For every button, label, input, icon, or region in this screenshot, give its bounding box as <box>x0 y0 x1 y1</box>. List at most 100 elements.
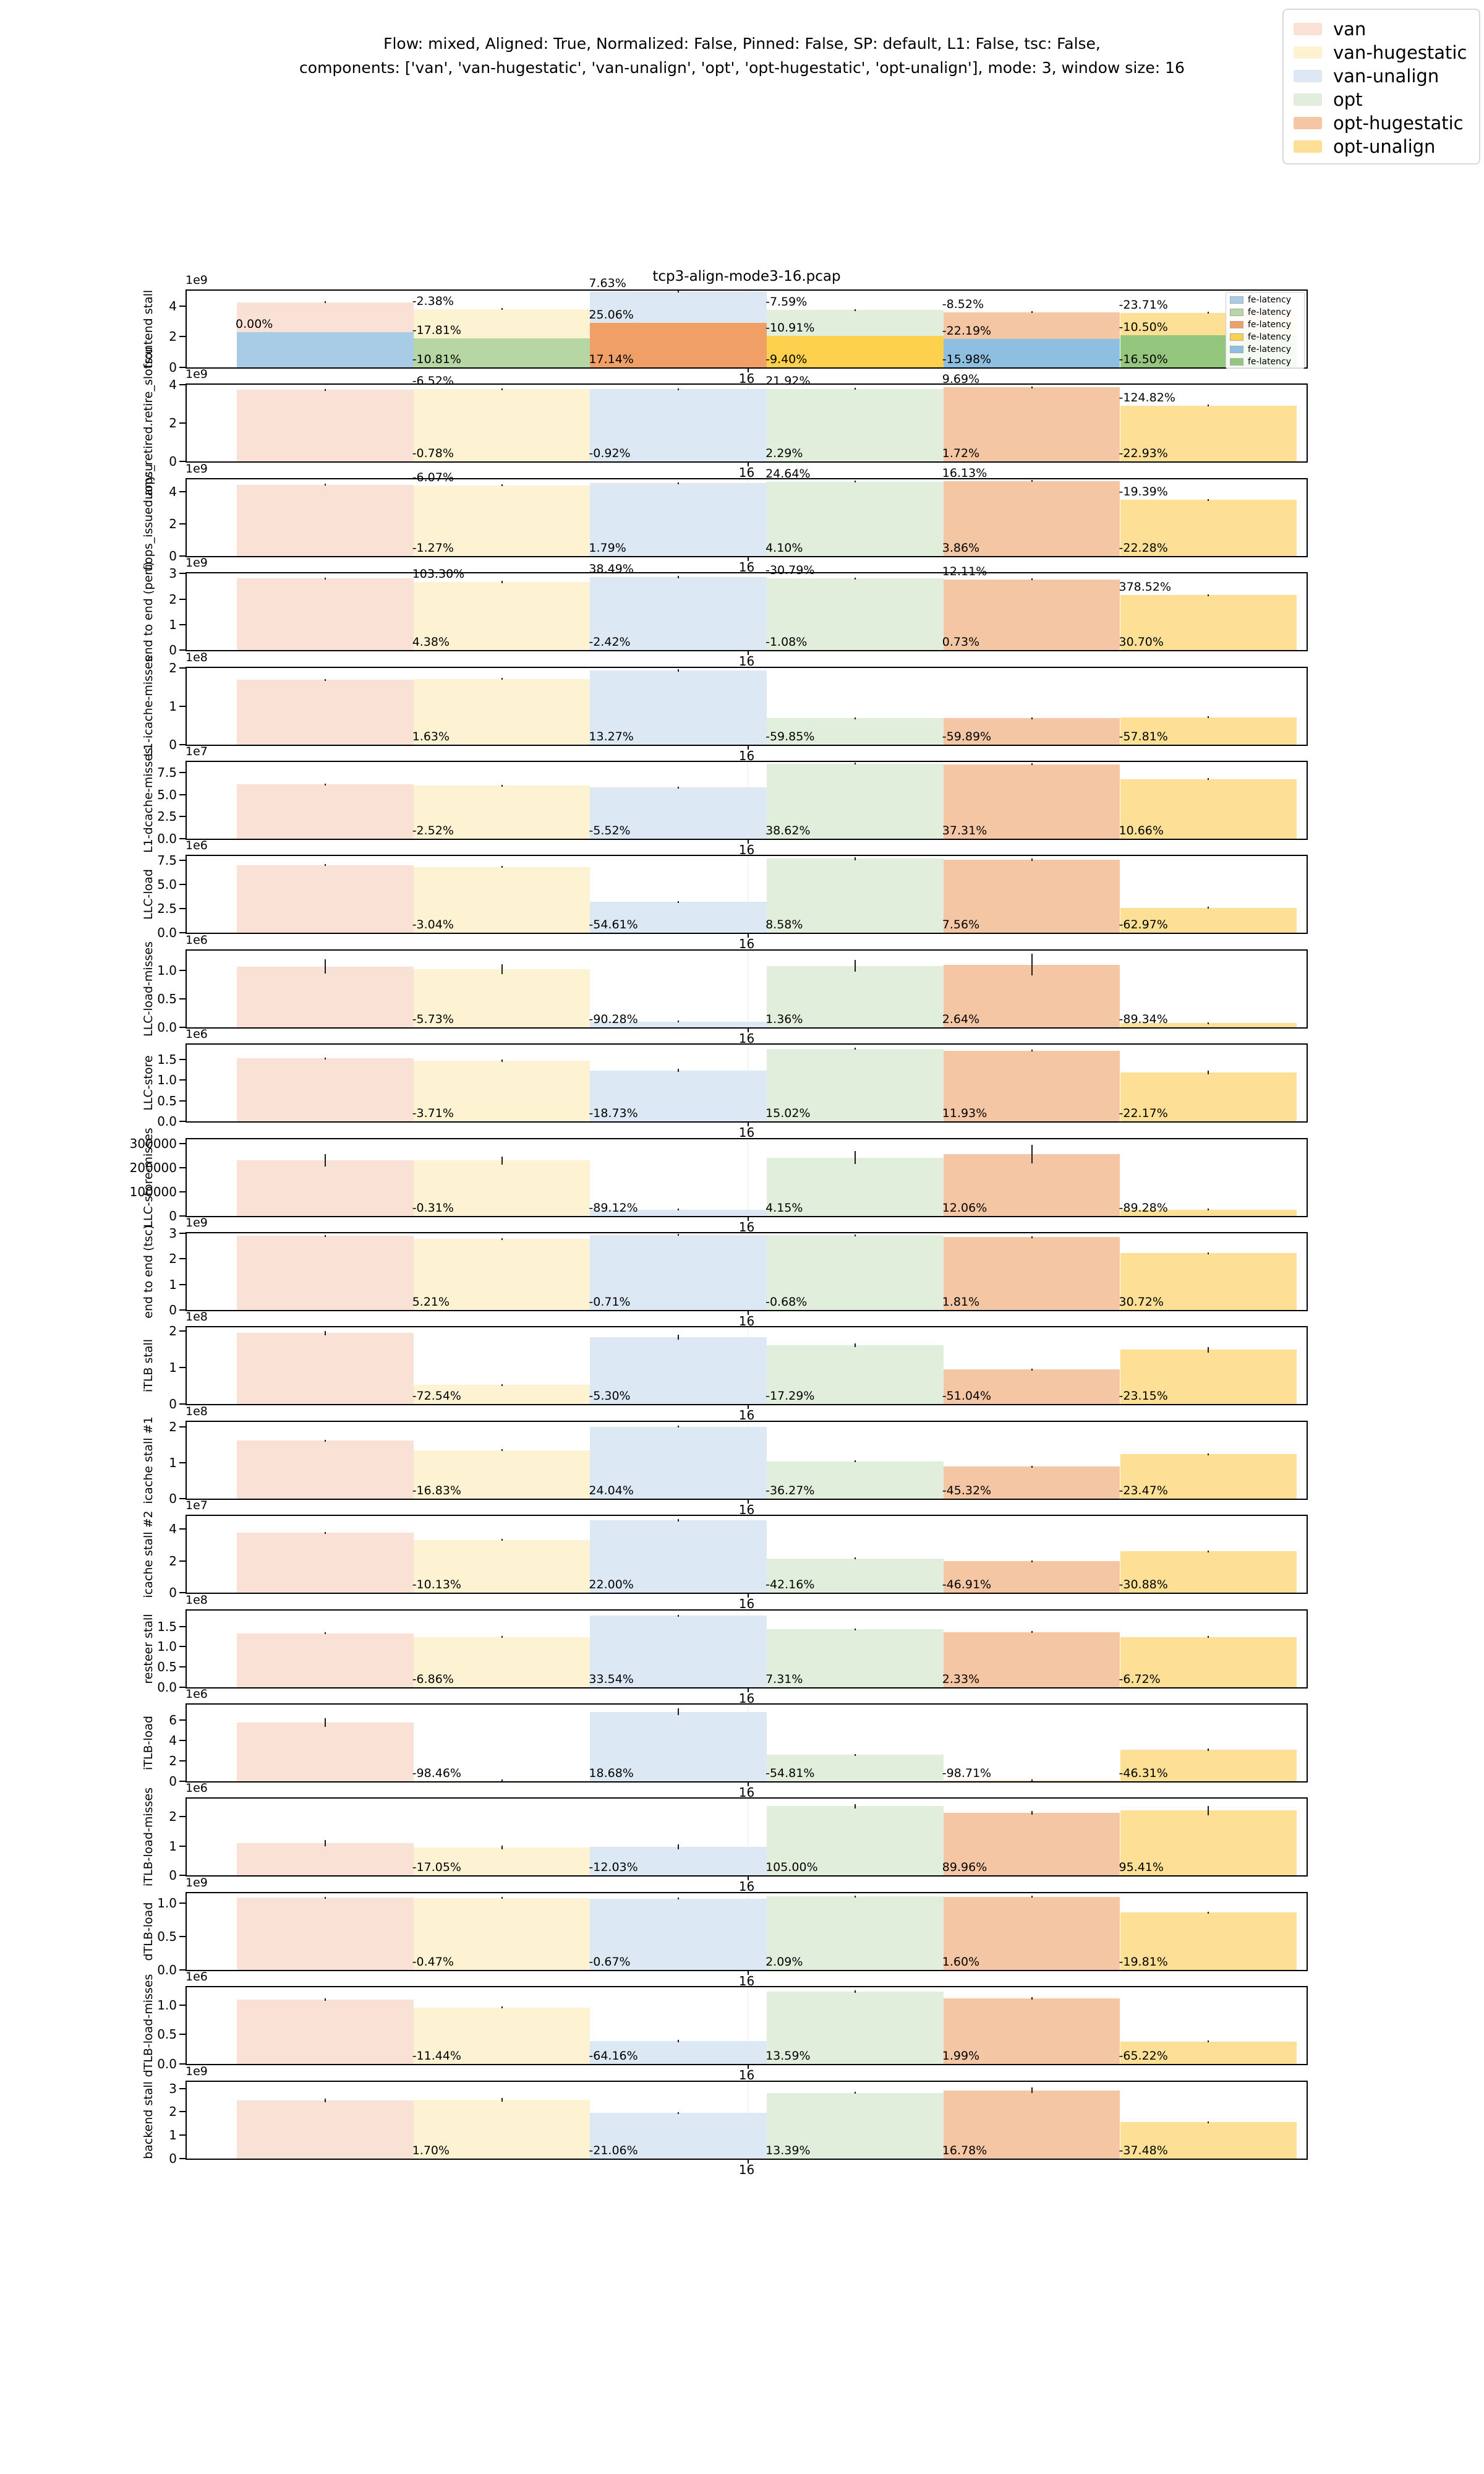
error-bar <box>678 2040 680 2042</box>
annotation: 9.69% <box>942 372 980 387</box>
annotation: -57.81% <box>1119 729 1168 743</box>
annotation: -22.28% <box>1119 541 1168 555</box>
legend-label: opt-unalign <box>1333 136 1436 157</box>
error-bar <box>678 290 680 293</box>
x-tick-label: 16 <box>738 1408 755 1423</box>
bar-opt-hugestatic <box>943 1466 1120 1499</box>
bar-opt-hugestatic <box>943 481 1120 556</box>
legend-swatch-van <box>1294 23 1322 35</box>
annotation: -19.39% <box>1119 485 1168 499</box>
y-tick <box>179 1215 186 1217</box>
fe-latency-legend: fe-latency fe-latency fe-latency fe-latency… <box>1226 292 1305 369</box>
annotation: -17.81% <box>412 323 461 337</box>
error-bar <box>854 481 856 483</box>
bar-opt-unalign <box>1120 1023 1297 1027</box>
y-tick <box>179 367 186 368</box>
axis-scale-label: 1e7 <box>186 1499 208 1513</box>
y-tick-label: 0 <box>169 1491 177 1506</box>
annotation: -89.28% <box>1119 1201 1168 1215</box>
y-tick <box>179 859 186 861</box>
axis-scale-label: 1e8 <box>186 1310 208 1324</box>
subplot-3: -6.07% 24.64% 16.13% -19.39% -1.27% 1.79% 4.10… <box>142 462 1308 575</box>
annotation: -5.30% <box>589 1389 631 1403</box>
annotation: -124.82% <box>1119 390 1175 404</box>
error-bar <box>854 1151 856 1165</box>
error-bar <box>678 482 680 484</box>
y-tick <box>179 667 186 669</box>
annotation: 1.72% <box>942 447 980 461</box>
annotation: 13.59% <box>765 2049 811 2063</box>
annotation: -0.47% <box>412 1954 454 1969</box>
bar-van-unalign <box>590 1847 767 1876</box>
legend-item-van-unalign: van-unalign <box>1294 64 1479 88</box>
bar-opt <box>767 388 944 462</box>
annotation: 1.79% <box>589 541 626 555</box>
annotation: -42.16% <box>765 1578 815 1592</box>
y-tick-label: 1.0 <box>157 962 177 978</box>
x-tick <box>747 2064 749 2070</box>
annotation: -64.16% <box>589 2049 638 2063</box>
x-tick <box>747 461 749 467</box>
subplot-14: -10.13% 22.00% -42.16% -46.91% -30.88% 0 2 4 1e7… <box>142 1499 1308 1611</box>
bar-van-unalign <box>590 2041 767 2065</box>
axis-scale-label: 1e6 <box>186 839 208 853</box>
chart-title: tcp3-align-mode3-16.pcap <box>652 268 841 285</box>
bar-van-hugestatic <box>413 969 591 1027</box>
annotation: -65.22% <box>1119 2049 1168 2063</box>
fe-latency-swatch <box>1230 321 1243 328</box>
bar-van-hugestatic <box>413 2099 591 2159</box>
y-tick <box>179 573 186 575</box>
y-axis-label: L1-icache-misses <box>142 656 155 757</box>
legend-swatch-van-hugestatic <box>1294 46 1322 59</box>
bar-van <box>237 1843 414 1876</box>
y-tick-label: 0.0 <box>157 2057 177 2072</box>
annotation: -98.71% <box>942 1766 992 1780</box>
error-bar <box>854 1804 856 1808</box>
axis-scale-label: 1e6 <box>186 1970 208 1984</box>
error-bar <box>1208 1636 1209 1638</box>
bar-van <box>237 680 414 745</box>
x-tick-label: 16 <box>738 748 755 763</box>
error-bar <box>1208 1748 1209 1751</box>
annotation: 12.06% <box>942 1201 987 1215</box>
error-bar <box>501 2006 503 2009</box>
x-tick <box>747 1027 749 1032</box>
y-tick-label: 0 <box>169 1774 177 1789</box>
bar-opt-hugestatic <box>943 1998 1120 2065</box>
y-tick-label: 0.5 <box>157 1093 177 1108</box>
annotation: -59.89% <box>942 729 992 743</box>
bar-opt <box>767 763 944 839</box>
y-tick-label: 0 <box>169 1208 177 1223</box>
error-bar <box>854 1628 856 1630</box>
bar-van <box>237 1633 414 1687</box>
error-bar <box>324 1154 326 1166</box>
annotation: -36.27% <box>765 1483 815 1497</box>
y-tick-label: 0 <box>169 360 177 375</box>
error-bar <box>678 1426 680 1428</box>
error-bar <box>1031 1465 1033 1468</box>
y-tick <box>179 461 186 463</box>
y-tick <box>179 816 186 818</box>
bar-van-unalign <box>590 2113 767 2159</box>
bar-van <box>237 865 414 933</box>
y-tick <box>179 1739 186 1741</box>
error-bar <box>324 1839 326 1847</box>
bar-van <box>237 578 414 651</box>
y-tick-label: 0.5 <box>157 1928 177 1944</box>
fe-latency-label: fe-latency <box>1248 295 1292 305</box>
error-bar <box>678 1234 680 1236</box>
error-bar <box>501 1897 503 1899</box>
subplot-12: -72.54% -5.30% -17.29% -51.04% -23.15% 0 1 2 1e8… <box>142 1310 1308 1423</box>
bar-opt-hugestatic <box>943 1369 1120 1405</box>
y-tick <box>179 384 186 386</box>
fe-latency-swatch <box>1230 333 1243 341</box>
fe-latency-label: fe-latency <box>1248 307 1292 317</box>
bar-opt-unalign <box>1120 2122 1297 2159</box>
annotation: 13.39% <box>765 2143 811 2157</box>
axis-scale-label: 1e6 <box>186 1781 208 1796</box>
bar-van-hugestatic <box>413 485 591 556</box>
annotation: -0.68% <box>765 1295 808 1309</box>
annotation: -30.79% <box>765 563 815 578</box>
y-tick-label: 7.5 <box>157 852 177 868</box>
error-bar <box>501 678 503 680</box>
